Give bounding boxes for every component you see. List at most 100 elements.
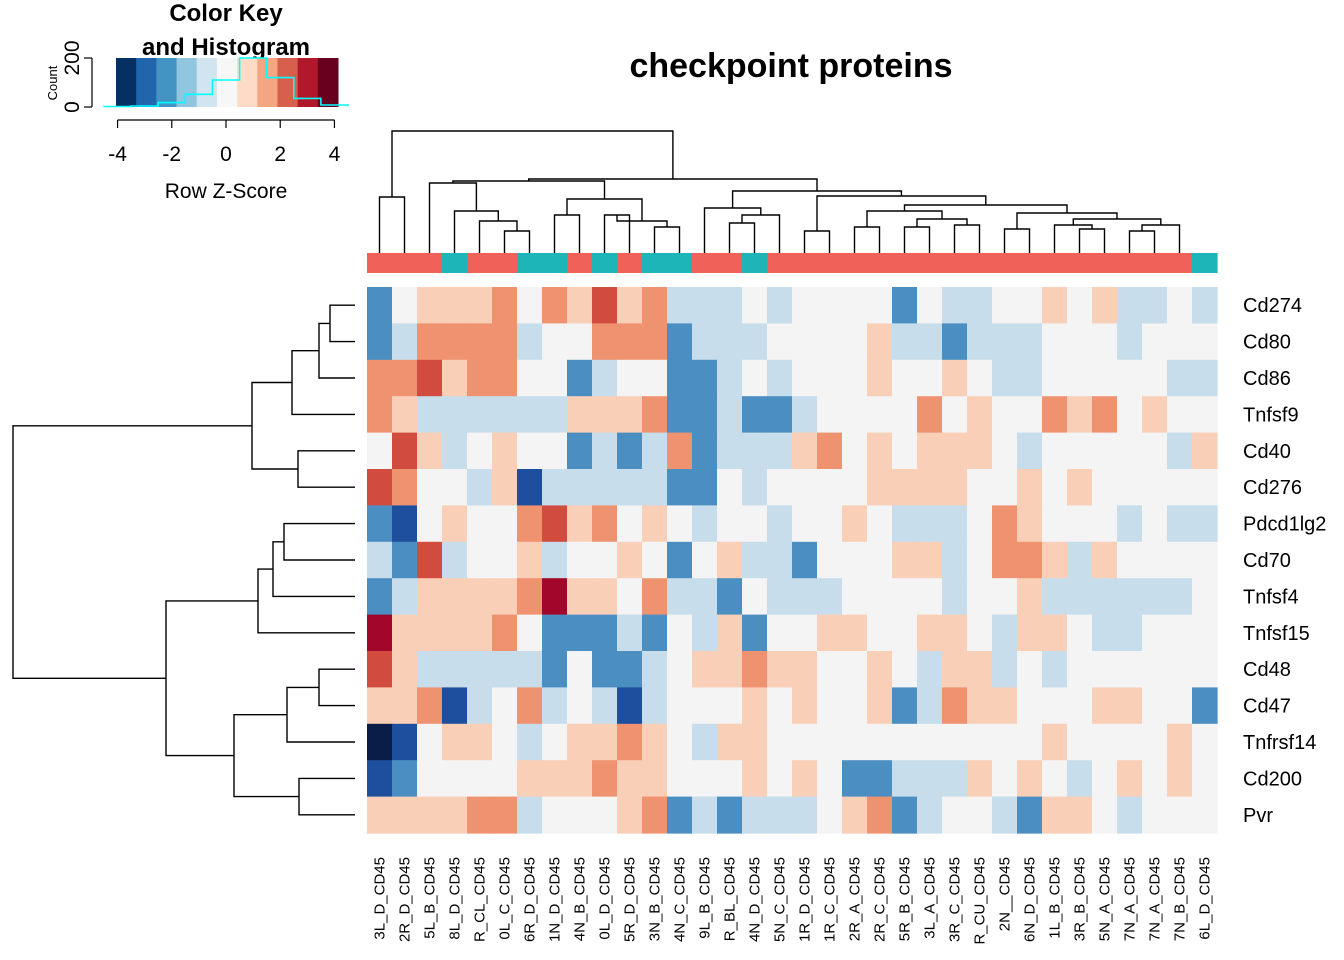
- heatmap-cell: [1117, 469, 1143, 506]
- heatmap-cell: [767, 323, 793, 361]
- color-key-x-tick-label: 4: [329, 143, 341, 166]
- heatmap-cell: [567, 651, 593, 688]
- heatmap-cell: [1192, 723, 1218, 761]
- heatmap-cell: [442, 505, 468, 543]
- heatmap-cell: [392, 359, 418, 397]
- row-label: Tnfsf9: [1243, 404, 1299, 426]
- heatmap-cell: [467, 614, 493, 652]
- heatmap-cell: [967, 760, 993, 798]
- heatmap-cell: [1017, 287, 1043, 324]
- heatmap-cell: [717, 614, 743, 652]
- column-dendrogram-branch: [728, 222, 756, 253]
- heatmap-cell: [1142, 687, 1168, 725]
- heatmap-cell: [1017, 687, 1043, 725]
- column-group-swatch: [492, 253, 518, 273]
- column-label: 0L_D_CD45: [597, 857, 614, 940]
- heatmap-cell: [967, 396, 993, 434]
- column-group-swatch: [567, 253, 593, 273]
- heatmap-cell: [717, 287, 743, 324]
- heatmap-cell: [892, 505, 918, 543]
- heatmap-cell: [1017, 651, 1043, 688]
- heatmap-cell: [1117, 687, 1143, 725]
- heatmap-cell: [567, 359, 593, 397]
- heatmap-cell: [1067, 432, 1093, 470]
- heatmap-cell: [642, 432, 668, 470]
- row-label: Cd40: [1243, 441, 1291, 463]
- heatmap-cell: [692, 432, 718, 470]
- heatmap-cell: [367, 359, 393, 397]
- heatmap-cell: [467, 505, 493, 543]
- heatmap-cell: [817, 614, 843, 652]
- heatmap-cell: [1142, 432, 1168, 470]
- heatmap-cell: [467, 287, 493, 324]
- column-dendrogram-branch: [1128, 230, 1156, 253]
- column-group-bar: [367, 253, 1218, 273]
- heatmap-cell: [742, 432, 768, 470]
- heatmap-cell: [842, 651, 868, 688]
- heatmap-cell: [542, 651, 568, 688]
- heatmap-cell: [1092, 396, 1118, 434]
- heatmap-cell: [442, 651, 468, 688]
- heatmap-cell: [442, 723, 468, 761]
- heatmap-cell: [817, 396, 843, 434]
- heatmap-cell: [892, 359, 918, 397]
- heatmap-cell: [792, 396, 818, 434]
- heatmap-cell: [717, 796, 743, 834]
- heatmap-cell: [442, 287, 468, 324]
- heatmap-cell: [567, 687, 593, 725]
- heatmap-cell: [492, 541, 518, 579]
- heatmap-cell: [417, 505, 443, 543]
- heatmap-cell: [417, 687, 443, 725]
- heatmap-cell: [942, 287, 968, 324]
- heatmap-cell: [942, 614, 968, 652]
- row-label: Cd48: [1243, 659, 1291, 681]
- heatmap-cell: [567, 578, 593, 616]
- heatmap-cell: [1017, 469, 1043, 506]
- heatmap-cell: [567, 541, 593, 579]
- row-label: Tnfsf4: [1243, 586, 1299, 608]
- column-dendrogram-branch: [503, 230, 531, 253]
- heatmap-cell: [1067, 687, 1093, 725]
- heatmap-cell: [1042, 396, 1068, 434]
- heatmap-cell: [792, 796, 818, 834]
- heatmap-cell: [567, 796, 593, 834]
- heatmap-cell: [867, 578, 893, 616]
- heatmap-cell: [1092, 614, 1118, 652]
- heatmap-cell: [842, 796, 868, 834]
- heatmap-cell: [1192, 760, 1218, 798]
- heatmap-cell: [367, 651, 393, 688]
- heatmap-cell: [1117, 723, 1143, 761]
- heatmap-cell: [792, 505, 818, 543]
- heatmap-cell: [542, 287, 568, 324]
- heatmap-cell: [617, 541, 643, 579]
- row-label: Cd276: [1243, 477, 1302, 499]
- heatmap-cell: [842, 541, 868, 579]
- heatmap-cell: [1192, 614, 1218, 652]
- heatmap-cell: [442, 541, 468, 579]
- heatmap-cell: [492, 469, 518, 506]
- heatmap-cell: [767, 687, 793, 725]
- heatmap-cell: [642, 541, 668, 579]
- heatmap-cell: [692, 614, 718, 652]
- heatmap-cell: [1042, 359, 1068, 397]
- heatmap-cell: [1167, 687, 1193, 725]
- column-group-swatch: [517, 253, 543, 273]
- heatmap-cell: [842, 614, 868, 652]
- heatmap-cell: [867, 396, 893, 434]
- heatmap-cell: [367, 396, 393, 434]
- heatmap-cell: [867, 359, 893, 397]
- heatmap-cell: [992, 541, 1018, 579]
- heatmap-cell: [1042, 469, 1068, 506]
- heatmap-cell: [817, 578, 843, 616]
- heatmap-cell: [742, 287, 768, 324]
- heatmap-cell: [1042, 687, 1068, 725]
- heatmap-cell: [442, 760, 468, 798]
- heatmap-cell: [417, 541, 443, 579]
- heatmap-cell: [892, 723, 918, 761]
- heatmap-cell: [592, 614, 618, 652]
- column-dendrogram-branch: [853, 226, 881, 253]
- heatmap-cell: [967, 432, 993, 470]
- heatmap-cell: [467, 687, 493, 725]
- heatmap-cell: [767, 614, 793, 652]
- column-group-swatch: [392, 253, 418, 273]
